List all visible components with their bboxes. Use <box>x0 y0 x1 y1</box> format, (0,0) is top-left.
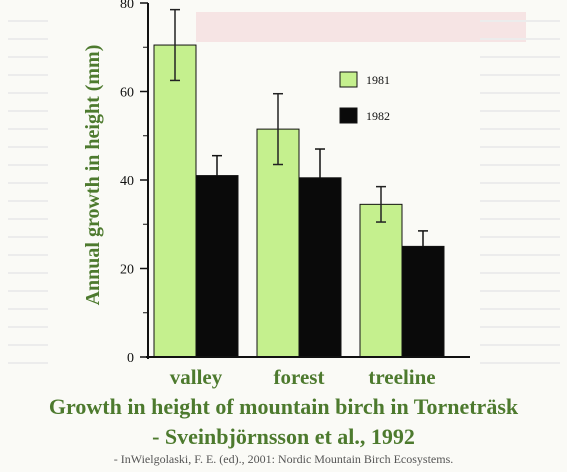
faded-text-line <box>8 254 48 256</box>
bar-forest-1982 <box>298 177 342 358</box>
faded-text-line <box>8 20 48 22</box>
error-bar-valley-1982 <box>212 154 222 176</box>
faded-text-line <box>480 200 560 202</box>
faded-text-line <box>480 92 560 94</box>
faded-text-line <box>8 272 48 274</box>
faded-text-line <box>480 110 560 112</box>
legend-label-1981: 1981 <box>366 73 390 87</box>
faded-text-line <box>8 236 48 238</box>
caption-subtitle: - Sveinbjörnsson et al., 1992 <box>152 424 415 449</box>
faded-text-line <box>8 290 48 292</box>
legend-swatch-1981 <box>339 71 358 88</box>
faded-text-line <box>8 362 48 364</box>
x-tick-label-valley: valley <box>170 365 223 389</box>
bar-valley-1982 <box>195 175 239 358</box>
faded-text-line <box>480 182 560 184</box>
faded-text-line <box>480 344 560 346</box>
faded-text-line <box>8 56 48 58</box>
faded-text-line <box>480 38 560 40</box>
faded-text-line <box>480 308 560 310</box>
faded-text-line <box>8 74 48 76</box>
faded-text-line <box>480 146 560 148</box>
faded-text-line <box>480 326 560 328</box>
faded-text-line <box>480 236 560 238</box>
y-tick-label: 80 <box>120 0 134 12</box>
legend-label-1982: 1982 <box>366 109 390 123</box>
error-bar-valley-1981 <box>170 8 180 82</box>
faded-text-line <box>480 254 560 256</box>
faded-text-line <box>480 164 560 166</box>
faded-text-line <box>8 344 48 346</box>
faded-text-line <box>8 110 48 112</box>
faded-text-line <box>480 290 560 292</box>
faded-text-line <box>480 20 560 22</box>
y-tick-label: 40 <box>120 174 134 189</box>
error-bar-forest-1982 <box>315 148 325 178</box>
faded-text-line <box>480 218 560 220</box>
faded-text-line <box>480 362 560 364</box>
faded-text-line <box>8 218 48 220</box>
x-tick-label-treeline: treeline <box>368 365 435 389</box>
faded-text-line <box>8 164 48 166</box>
error-bar-treeline-1982 <box>418 230 428 247</box>
faded-text-line <box>8 200 48 202</box>
caption-source: - InWielgolaski, F. E. (ed)., 2001: Nord… <box>113 452 454 466</box>
y-tick-label: 20 <box>120 263 134 278</box>
faded-text-line <box>8 128 48 130</box>
faded-text-line <box>8 38 48 40</box>
faded-text-line <box>480 74 560 76</box>
faded-text-line <box>480 56 560 58</box>
faded-text-line <box>8 92 48 94</box>
error-bar-forest-1981 <box>273 92 283 166</box>
faded-text-line <box>480 128 560 130</box>
bar-treeline-1982 <box>401 245 445 358</box>
faded-text-line <box>480 272 560 274</box>
bar-valley-1981 <box>153 44 197 358</box>
y-tick-label: 60 <box>120 86 134 101</box>
error-bar-treeline-1981 <box>376 185 386 223</box>
faded-text-line <box>8 326 48 328</box>
faded-highlight-band <box>196 12 526 42</box>
x-tick-label-forest: forest <box>274 365 325 389</box>
y-axis-title: Annual growth in height (mm) <box>82 45 104 306</box>
faded-text-line <box>8 182 48 184</box>
faded-text-line <box>8 146 48 148</box>
y-tick-label: 0 <box>127 351 134 366</box>
bar-treeline-1981 <box>359 203 403 358</box>
caption-title: Growth in height of mountain birch in To… <box>48 394 519 419</box>
legend-swatch-1982 <box>339 107 358 124</box>
faded-text-line <box>8 308 48 310</box>
